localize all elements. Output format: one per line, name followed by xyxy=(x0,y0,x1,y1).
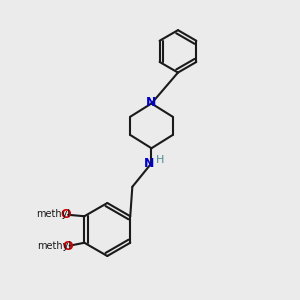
Text: O: O xyxy=(61,208,71,221)
Text: N: N xyxy=(146,95,157,109)
Text: H: H xyxy=(156,155,164,165)
Text: methyl: methyl xyxy=(37,241,71,251)
Text: O: O xyxy=(62,240,73,253)
Text: N: N xyxy=(144,157,154,170)
Text: methyl: methyl xyxy=(36,209,70,219)
